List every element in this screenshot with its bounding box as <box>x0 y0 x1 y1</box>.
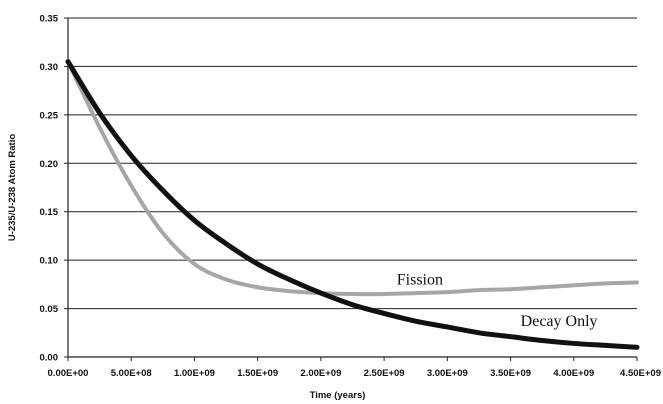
series-line-decay-only <box>65 59 640 350</box>
grid-lines <box>68 17 637 310</box>
x-tick-label: 5.00E+08 <box>111 368 152 379</box>
y-tick-label: 0.10 <box>40 256 59 267</box>
x-tick-label: 4.50E+09 <box>620 368 661 379</box>
y-tick-labels: 0.00 0.05 0.10 0.15 0.20 0.25 0.30 0.35 <box>40 14 68 364</box>
y-axis-title: U-235/U-238 Atom Ratio <box>7 134 18 242</box>
y-tick-label: 0.30 <box>40 62 59 73</box>
series-label-decay-only: Decay Only <box>521 313 598 330</box>
y-tick-label: 0.00 <box>40 353 59 364</box>
plot-frame <box>67 18 637 358</box>
x-tick-label: 0.00E+00 <box>48 368 89 379</box>
x-tick-label: 4.00E+09 <box>553 368 594 379</box>
series-lines <box>65 59 640 350</box>
series-line-fission <box>66 59 639 297</box>
x-tick-labels: 0.00E+00 5.00E+08 1.00E+09 1.50E+09 2.00E+09… <box>48 357 661 379</box>
y-tick-label: 0.15 <box>40 207 59 218</box>
y-tick-label: 0.05 <box>40 304 59 315</box>
x-tick-label: 1.50E+09 <box>237 368 278 379</box>
y-tick-label: 0.35 <box>40 14 59 25</box>
x-tick-label: 3.00E+09 <box>427 368 468 379</box>
x-tick-label: 2.00E+09 <box>300 368 341 379</box>
y-tick-label: 0.20 <box>40 159 59 170</box>
x-tick-label: 1.00E+09 <box>174 368 215 379</box>
series-label-fission: Fission <box>397 271 443 288</box>
x-tick-label: 3.50E+09 <box>490 368 531 379</box>
x-tick-label: 2.50E+09 <box>364 368 405 379</box>
x-axis-title: Time (years) <box>310 390 366 401</box>
y-tick-label: 0.25 <box>40 110 59 121</box>
